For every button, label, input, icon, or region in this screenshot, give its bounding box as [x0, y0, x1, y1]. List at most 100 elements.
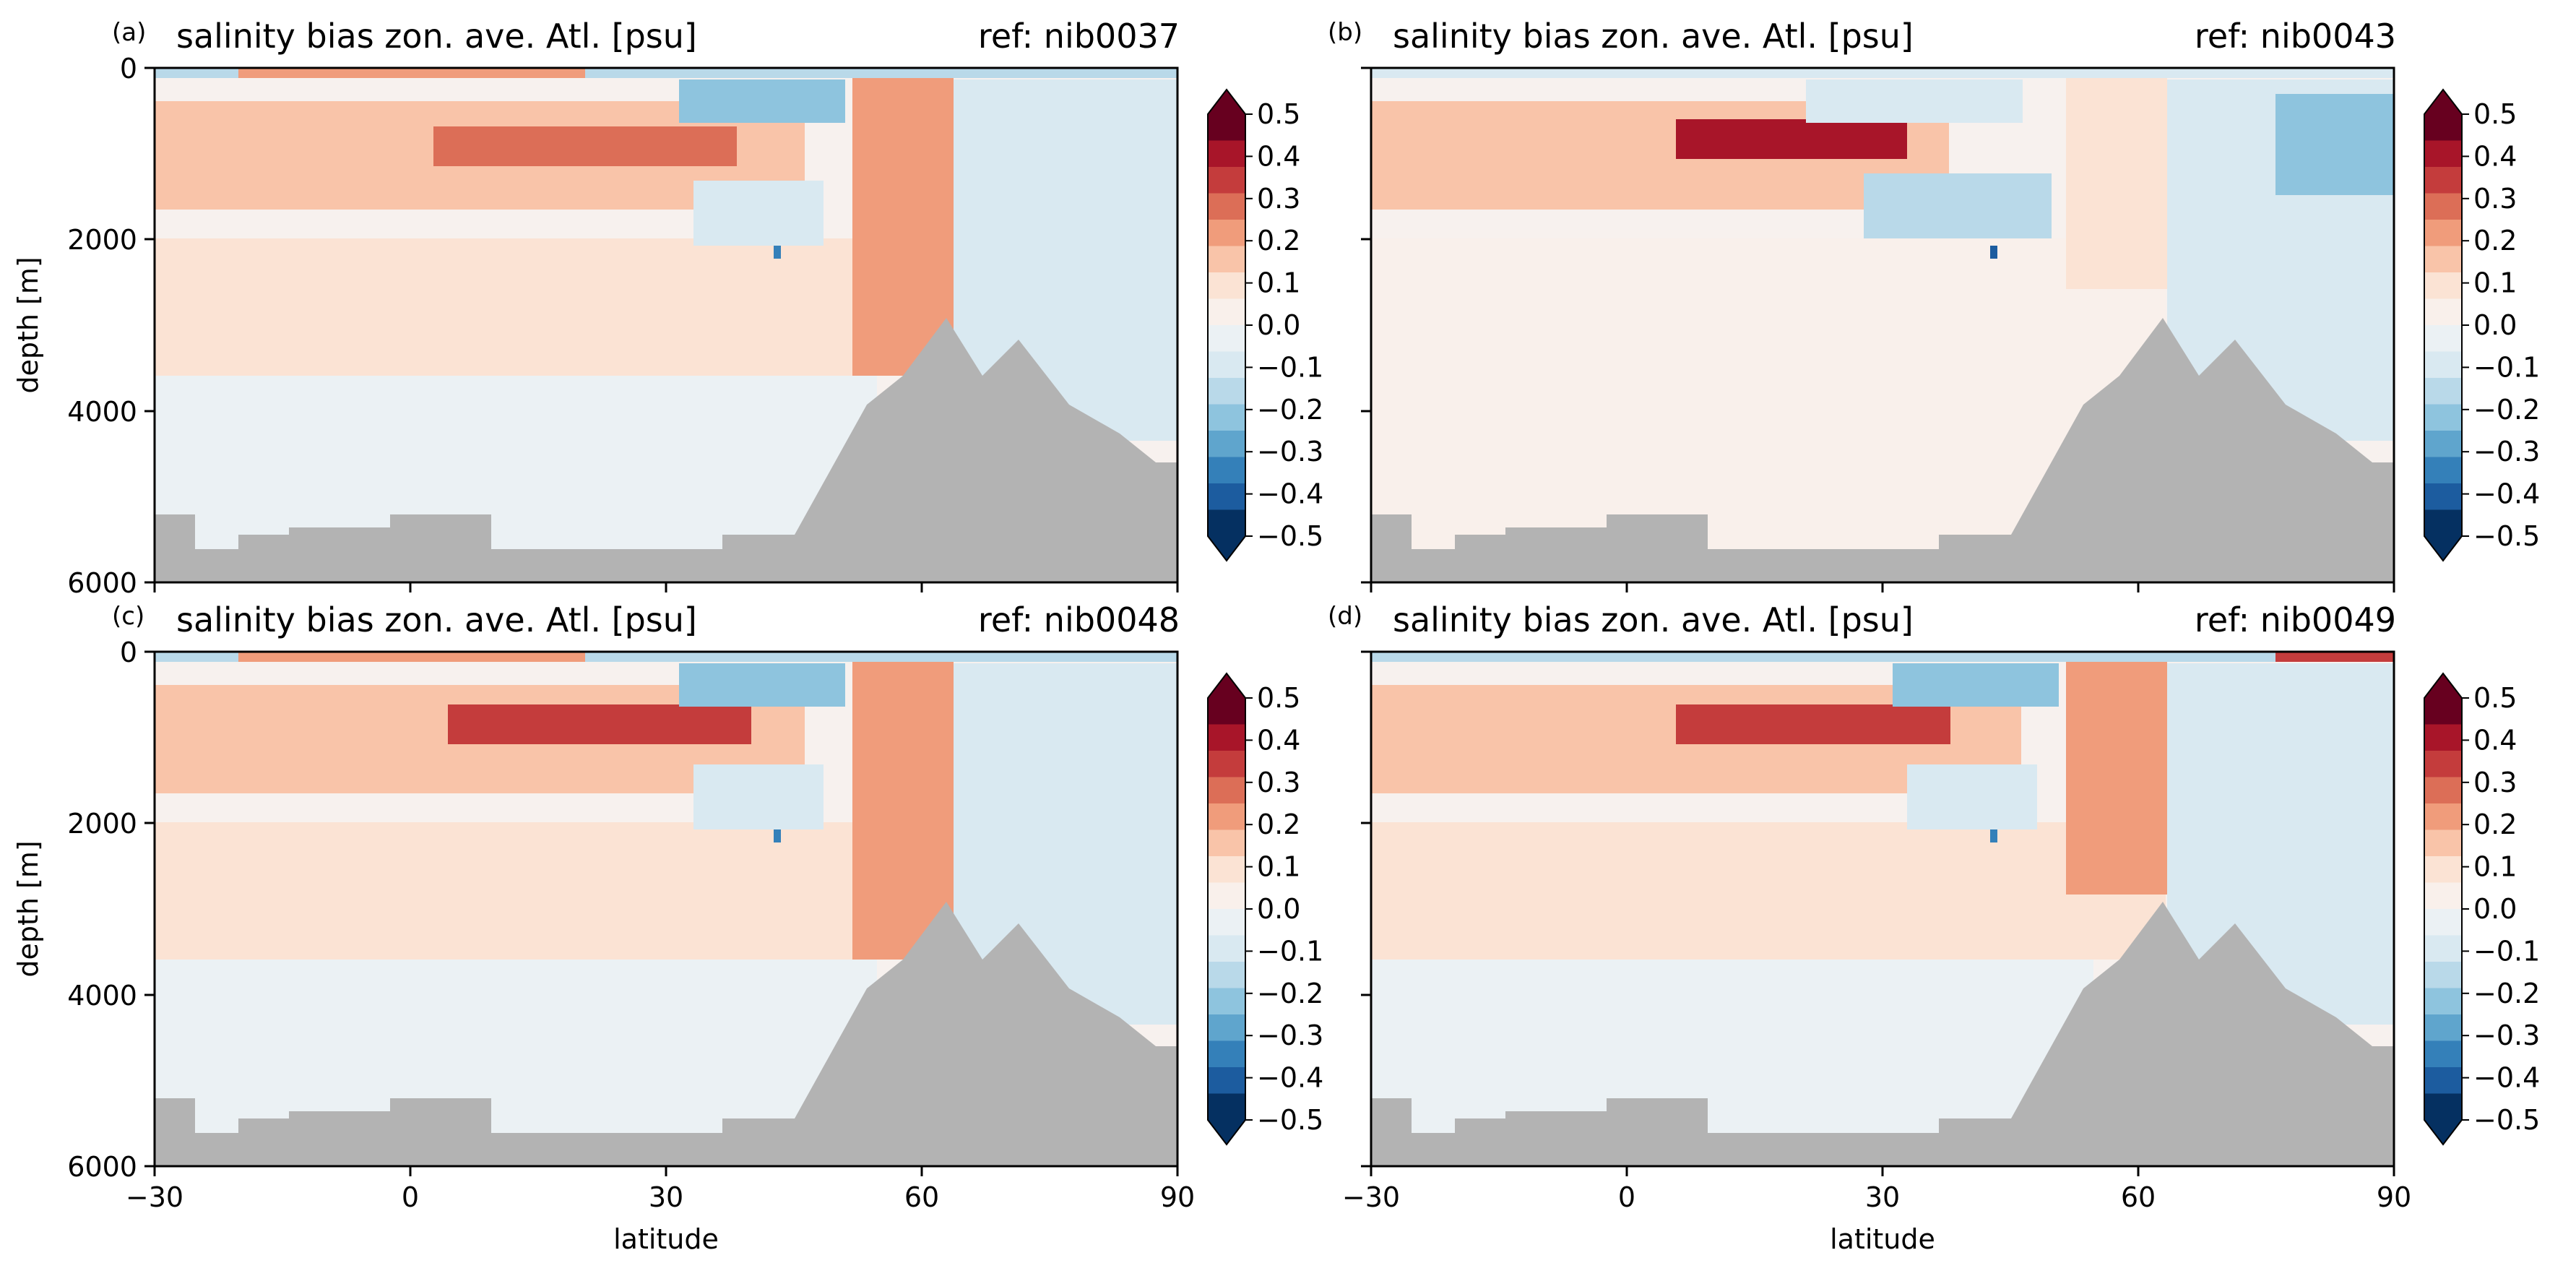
colorbar-c-tick-label: −0.3	[1257, 1020, 1323, 1051]
colorbar-d-segment	[2424, 856, 2462, 884]
panel-d-bias-mid	[1371, 822, 2166, 960]
colorbar-b-segment	[2424, 509, 2462, 537]
panel-c-label: (c)	[112, 602, 144, 631]
panel-b-bias-spot	[1990, 246, 1997, 259]
panel-a-bathymetry	[155, 318, 1177, 582]
panel-b-bias-arctic-core	[2275, 94, 2394, 195]
panel-b-heatmap	[1371, 68, 2394, 582]
colorbar-b-tick-label: −0.1	[2473, 351, 2540, 383]
colorbar-d-tick-label: −0.1	[2473, 935, 2540, 967]
colorbar-d-segment	[2424, 803, 2462, 831]
panel-a-y-ticks	[144, 66, 155, 584]
colorbar-a: 0.5 0.4 0.3 0.2 0.1 0.0 −0.1 −0.2 −0.3 −0.4 −0.5	[1207, 88, 1323, 562]
panel-a: (a) salinity bias zon. ave. Atl. [psu] r…	[12, 17, 1180, 599]
colorbar-a-tick-label: 0.4	[1257, 140, 1300, 172]
panel-c-ytick-3: 6000	[67, 1151, 137, 1183]
colorbar-d-segment	[2424, 1040, 2462, 1068]
panel-c-xtick-4: 90	[1160, 1181, 1195, 1213]
colorbar-a-segment	[1208, 220, 1245, 247]
panel-d-bias-fresh-mid	[1907, 764, 2037, 829]
colorbar-c-segment	[1208, 829, 1245, 857]
colorbar-b-tick-label: 0.0	[2473, 309, 2517, 341]
colorbar-b-segment	[2424, 140, 2462, 168]
colorbar-c-tick-label: 0.4	[1257, 724, 1300, 756]
colorbar-b-segment	[2424, 351, 2462, 379]
colorbar-c-tick-label: 0.3	[1257, 767, 1300, 798]
colorbar-d-segment	[2424, 724, 2462, 751]
colorbar-d-segment	[2424, 751, 2462, 778]
colorbar-a-segment	[1208, 140, 1245, 168]
colorbar-c-tick-label: 0.1	[1257, 851, 1300, 883]
colorbar-d-extend-min	[2424, 1120, 2462, 1145]
colorbar-a-tick-label: −0.2	[1257, 394, 1323, 426]
colorbar-d-tick-label: 0.1	[2473, 851, 2517, 883]
panel-d-bathymetry	[1371, 902, 2394, 1166]
colorbar-b-segment	[2424, 167, 2462, 194]
panel-a-bias-fresh-mid	[693, 181, 824, 246]
panel-a-bias-surface-salty	[238, 68, 585, 78]
colorbar-d-segment	[2424, 829, 2462, 857]
colorbar-a-tick-label: −0.1	[1257, 351, 1323, 383]
colorbar-c-segment	[1208, 988, 1245, 1015]
colorbar-b-tick-label: 0.5	[2473, 98, 2517, 130]
colorbar-b-segment	[2424, 325, 2462, 353]
colorbar-d-segment	[2424, 935, 2462, 962]
panel-c-ref: ref: nib0048	[978, 600, 1180, 639]
panel-a-ytick-3: 6000	[67, 567, 137, 599]
colorbar-c-segment	[1208, 909, 1245, 936]
colorbar-c-tick-label: −0.5	[1257, 1104, 1323, 1136]
colorbar-b-segment	[2424, 298, 2462, 326]
panel-d-x-ticks	[1370, 1166, 2395, 1176]
colorbar-a-tick-label: 0.2	[1257, 225, 1300, 257]
colorbar-d-segment	[2424, 1093, 2462, 1121]
colorbar-d-segment	[2424, 962, 2462, 989]
panel-b-y-ticks	[1361, 66, 1371, 584]
colorbar-d-segment	[2424, 882, 2462, 910]
colorbar-c-tick-label: −0.4	[1257, 1062, 1323, 1094]
colorbar-d-segment	[2424, 777, 2462, 804]
colorbar-a-tick-label: 0.3	[1257, 183, 1300, 215]
panel-a-ytick-0: 0	[120, 53, 137, 85]
colorbar-d-tick-label: 0.4	[2473, 724, 2517, 756]
panel-d-bias-surface-salty	[2275, 652, 2394, 662]
colorbar-b-segment	[2424, 483, 2462, 511]
colorbar-b-segment	[2424, 404, 2462, 431]
panel-c-y-ticks	[144, 650, 155, 1168]
panel-c-bias-nadw	[852, 656, 954, 960]
colorbar-a-tick-label: −0.4	[1257, 478, 1323, 510]
colorbar-b-tick-label: 0.1	[2473, 267, 2517, 299]
colorbar-c-segment	[1208, 698, 1245, 725]
colorbar-a-tick-label: 0.0	[1257, 309, 1300, 341]
panel-d-xlabel: latitude	[1830, 1223, 1935, 1255]
colorbar-d-tick-label: −0.5	[2473, 1104, 2540, 1136]
colorbar-b-segment	[2424, 246, 2462, 273]
colorbar-a-segment	[1208, 272, 1245, 300]
panel-c-xlabel: latitude	[613, 1223, 719, 1255]
colorbar-a-tick-label: −0.5	[1257, 520, 1323, 552]
panel-c-title: salinity bias zon. ave. Atl. [psu]	[176, 600, 697, 639]
panel-d-label: (d)	[1328, 602, 1362, 631]
colorbar-c-segment	[1208, 1040, 1245, 1068]
panel-d-xtick-0: −30	[1342, 1181, 1400, 1213]
colorbar-d-tick-label: −0.4	[2473, 1062, 2540, 1094]
colorbar-d-segment	[2424, 1014, 2462, 1042]
panel-d-title: salinity bias zon. ave. Atl. [psu]	[1393, 600, 1914, 639]
colorbar-d-segment	[2424, 698, 2462, 725]
colorbar-c-tick-label: 0.0	[1257, 893, 1300, 925]
colorbar-d-tick-label: 0.2	[2473, 809, 2517, 840]
colorbar-a-extend-max	[1208, 90, 1245, 114]
colorbar-d-segment	[2424, 988, 2462, 1015]
panel-b-title: salinity bias zon. ave. Atl. [psu]	[1393, 17, 1914, 56]
panel-c-ytick-1: 2000	[67, 808, 137, 840]
colorbar-b-tick-label: −0.5	[2473, 520, 2540, 552]
colorbar-b-tick-label: 0.4	[2473, 140, 2517, 172]
panel-b-x-ticks	[1370, 582, 2395, 592]
colorbar-c-tick-label: −0.2	[1257, 978, 1323, 1009]
panel-b-bathymetry	[1371, 318, 2394, 582]
panel-d-xtick-1: 0	[1618, 1181, 1635, 1213]
colorbar-c-extend-min	[1208, 1120, 1245, 1145]
colorbar-b-segment	[2424, 431, 2462, 458]
colorbar-d-segment	[2424, 1067, 2462, 1095]
colorbar-a-segment	[1208, 298, 1245, 326]
